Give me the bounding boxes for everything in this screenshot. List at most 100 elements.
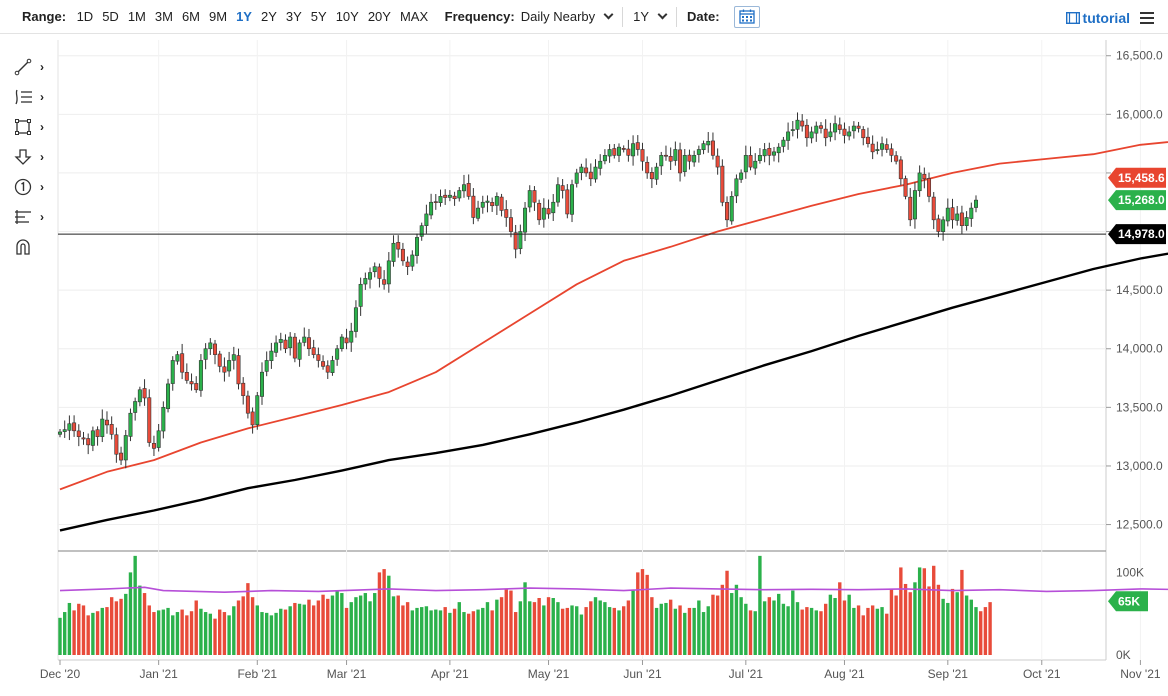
volume-bar [852, 607, 856, 655]
volume-bar [396, 595, 400, 655]
volume-bar [344, 607, 349, 655]
volume-bar [81, 605, 86, 655]
range-option-max[interactable]: MAX [399, 9, 429, 24]
candle-body [941, 219, 946, 232]
volume-bar [748, 610, 753, 655]
range-option-3m[interactable]: 3M [154, 9, 173, 24]
crosshair-price-tag-bg [1108, 224, 1166, 245]
volume-bar [114, 601, 119, 655]
range-option-5d[interactable]: 5D [102, 9, 119, 24]
fibonacci-tool[interactable]: › [12, 82, 52, 112]
volume-bar [589, 601, 593, 655]
volume-bar [142, 593, 147, 655]
volume-bar [274, 612, 278, 655]
candle-body [856, 125, 861, 129]
candle-body [673, 149, 678, 161]
range-option-10y[interactable]: 10Y [335, 9, 359, 24]
volume-bar [805, 607, 809, 655]
candle-body [90, 430, 95, 446]
volume-bar [340, 593, 344, 655]
candle-body [795, 119, 800, 130]
calendar-button[interactable] [733, 5, 760, 28]
volume-bar [678, 605, 682, 655]
price-tick-label: 16,500.0 [1116, 49, 1163, 63]
volume-bar [457, 602, 461, 655]
candle-body [743, 155, 748, 173]
volume-bar [424, 606, 429, 655]
range-option-1y[interactable]: 1Y [236, 9, 252, 24]
period-dropdown[interactable]: 1Y [633, 9, 668, 24]
volume-bar [903, 583, 908, 655]
chevron-right-icon: › [40, 180, 44, 194]
volume-bar [809, 607, 814, 655]
hamburger-menu-icon[interactable] [1140, 12, 1154, 24]
tutorial-link[interactable]: tutorial [1065, 10, 1130, 26]
candle-body [823, 128, 828, 139]
range-option-3y[interactable]: 3Y [285, 9, 302, 24]
price-tick-label: 12,500.0 [1116, 518, 1163, 532]
range-option-9m[interactable]: 9M [209, 9, 228, 24]
volume-bar [875, 608, 880, 655]
candle-body [565, 189, 570, 215]
price-gridlines [58, 55, 1111, 526]
volume-bar [434, 609, 438, 655]
volume-bar [654, 607, 659, 655]
range-option-6m[interactable]: 6M [181, 9, 200, 24]
trendline-tool[interactable]: › [12, 52, 52, 82]
candle-body [663, 154, 668, 157]
frequency-dropdown[interactable]: Daily Nearby [521, 9, 614, 24]
volume-bar [420, 607, 424, 655]
candle-body [222, 366, 227, 373]
volume-bar [387, 575, 391, 655]
volume-bar [194, 600, 198, 655]
range-option-1m[interactable]: 1M [127, 9, 146, 24]
volume-bar [368, 601, 372, 655]
candle-body [696, 149, 701, 155]
candle-body [912, 190, 917, 220]
candle-body [161, 407, 166, 432]
candle-body [739, 172, 744, 180]
volume-bar [730, 593, 734, 655]
calendar-icon [738, 9, 755, 24]
volume-bar [443, 607, 447, 655]
candle-body [626, 148, 631, 156]
volume-bar [326, 598, 330, 655]
measure-tool[interactable]: › [12, 202, 52, 232]
candle-body [537, 202, 542, 221]
price-axis-labels: 16,500.016,000.015,500.015,000.014,500.0… [1116, 49, 1163, 532]
candle-body [645, 161, 650, 174]
candle-body [100, 418, 105, 437]
chevron-right-icon: › [40, 60, 44, 74]
range-option-2y[interactable]: 2Y [260, 9, 277, 24]
volume-bar [668, 599, 673, 655]
rectangle-tool[interactable]: › [12, 112, 52, 142]
range-option-20y[interactable]: 20Y [367, 9, 391, 24]
volume-bar [382, 569, 386, 655]
divider [676, 6, 678, 27]
volume-bar [58, 617, 62, 655]
arrow-tool[interactable]: › [12, 142, 52, 172]
volume-bar [119, 598, 123, 655]
candle-body [349, 330, 354, 343]
candle-body [621, 148, 626, 150]
candle-body [269, 350, 274, 361]
volume-bar [246, 583, 250, 655]
candle-body [682, 155, 687, 172]
candle-body [302, 336, 307, 343]
annotation-tool[interactable]: › [12, 172, 52, 202]
candle-body [156, 430, 161, 448]
candle-body [598, 160, 603, 169]
price-tick-label: 13,000.0 [1116, 459, 1163, 473]
volume-bar [410, 610, 414, 655]
volume-bar [293, 602, 297, 655]
magnet-tool[interactable] [12, 232, 52, 262]
arrow-down-icon [12, 146, 34, 168]
candle-body [424, 213, 429, 226]
range-option-5y[interactable]: 5Y [310, 9, 327, 24]
candle-body [546, 208, 551, 215]
volume-bar [979, 611, 983, 655]
candle-body [147, 397, 152, 443]
time-tick-label: Dec '20 [40, 667, 81, 681]
range-option-1d[interactable]: 1D [76, 9, 94, 24]
